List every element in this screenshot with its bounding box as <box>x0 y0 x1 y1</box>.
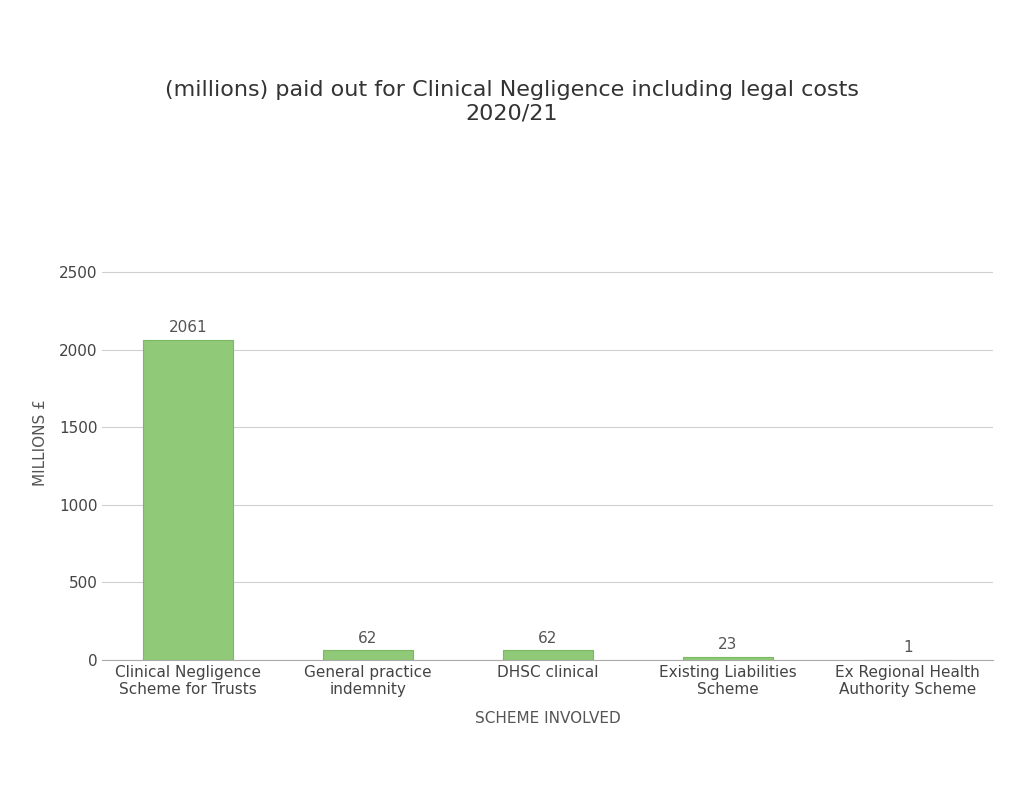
Bar <box>143 341 232 660</box>
Bar <box>503 650 593 660</box>
Y-axis label: MILLIONS £: MILLIONS £ <box>33 399 48 486</box>
Text: (millions) paid out for Clinical Negligence including legal costs
2020/21: (millions) paid out for Clinical Neglige… <box>165 80 859 124</box>
Text: 62: 62 <box>358 631 378 646</box>
Bar <box>323 650 413 660</box>
Text: 2061: 2061 <box>169 320 207 336</box>
Bar <box>683 657 773 660</box>
X-axis label: SCHEME INVOLVED: SCHEME INVOLVED <box>475 712 621 726</box>
Text: 62: 62 <box>539 631 557 646</box>
Text: 23: 23 <box>718 637 737 652</box>
Text: 1: 1 <box>903 640 912 655</box>
